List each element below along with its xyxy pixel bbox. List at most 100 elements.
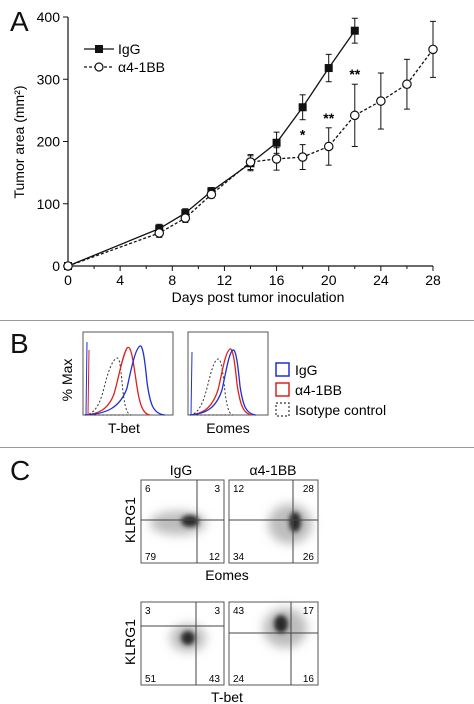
histogram-tbet-label: T-bet <box>108 420 140 436</box>
dotplot-a41bb-tbet: 43 17 24 16 <box>228 601 319 686</box>
quadrant-ur: 3 <box>214 606 220 617</box>
histogram-tbet-frame <box>82 331 174 416</box>
quadrant-ll: 51 <box>145 674 157 685</box>
data-point-circle <box>376 96 386 106</box>
data-point-square <box>181 209 190 218</box>
x-axis-label: Days post tumor inoculation <box>172 289 345 305</box>
y-tick-label: 400 <box>37 9 61 25</box>
x-tick-label: 20 <box>321 272 337 288</box>
histogram-ylabel: % Max <box>59 359 75 402</box>
y-axis-label: Tumor area (mm²) <box>11 85 27 198</box>
chart-annotations: ***** <box>300 66 361 142</box>
y-tick-label: 0 <box>52 258 60 274</box>
legend-swatch-isotype <box>275 402 290 417</box>
column-header-igg: IgG <box>170 462 193 478</box>
histogram-eomes-frame <box>187 331 269 416</box>
x-tick-label: 8 <box>168 272 176 288</box>
data-point-circle <box>180 213 191 223</box>
data-point-circle <box>349 110 360 121</box>
flow-cytometry-panel: IgG α4-1BB KLRG1 KLRG1 Eomes T-bet 6 3 7… <box>122 462 319 704</box>
chart-legend: IgG α4-1BB <box>84 41 165 75</box>
quadrant-ur: 28 <box>303 484 315 495</box>
panel-c-letter: C <box>10 455 31 486</box>
histogram-eomes: Eomes <box>187 331 269 436</box>
separator-a-b <box>0 320 474 321</box>
histogram-legend: IgG α4-1BB Isotype control <box>275 362 386 418</box>
y-tick-label: 300 <box>37 71 61 87</box>
quadrant-ul: 12 <box>233 484 245 495</box>
y-tick-label: 200 <box>37 134 61 150</box>
chart-xticks: 0 4 8 12 16 20 24 28 <box>64 266 441 288</box>
quadrant-lr: 43 <box>209 674 221 685</box>
isotype-curve-eomes <box>189 358 234 416</box>
x-tick-label: 0 <box>64 272 72 288</box>
significance-marker: ** <box>323 110 334 126</box>
igg-curve-tbet <box>84 345 166 416</box>
density-core <box>274 615 288 633</box>
quadrant-lr: 26 <box>303 552 315 563</box>
chart-series <box>63 17 438 271</box>
legend-text-igg: IgG <box>295 362 318 378</box>
x-tick-label: 16 <box>269 272 285 288</box>
data-point-circle <box>428 44 438 55</box>
quadrant-ur: 17 <box>303 606 315 617</box>
isotype-spike-tbet-red <box>87 349 90 416</box>
data-point-circle <box>245 157 256 167</box>
row2-ylabel: KLRG1 <box>122 619 138 665</box>
column-header-a41bb: α4-1BB <box>249 462 296 478</box>
y-tick-label: 100 <box>37 196 61 212</box>
x-tick-label: 12 <box>217 272 233 288</box>
legend-marker-igg <box>95 45 103 53</box>
quadrant-lr: 12 <box>209 552 221 563</box>
quadrant-ul: 6 <box>145 484 151 495</box>
histogram-eomes-label: Eomes <box>206 420 250 436</box>
data-point-circle <box>271 154 282 164</box>
density-core <box>181 631 195 645</box>
significance-marker: * <box>300 127 306 143</box>
x-tick-label: 24 <box>373 272 389 288</box>
data-point-square <box>298 103 307 112</box>
quadrant-ul: 43 <box>233 606 245 617</box>
a41bb-curve-tbet <box>84 346 151 416</box>
data-point-square <box>350 26 359 35</box>
density-core <box>289 512 301 532</box>
quadrant-ll: 34 <box>233 552 245 563</box>
data-point-circle <box>206 189 217 200</box>
x-tick-label: 4 <box>116 272 124 288</box>
row2-xlabel: T-bet <box>211 689 243 704</box>
quadrant-ll: 79 <box>145 552 157 563</box>
series-line-0 <box>67 30 356 267</box>
row1-xlabel: Eomes <box>205 567 249 583</box>
quadrant-ll: 24 <box>233 674 245 685</box>
legend-marker-a41bb <box>94 62 104 72</box>
data-point-circle <box>323 141 334 152</box>
data-point-square <box>272 138 281 147</box>
density-core <box>181 515 199 527</box>
significance-marker: ** <box>349 66 360 82</box>
data-point-circle <box>154 228 165 238</box>
legend-swatch-a41bb <box>275 382 290 397</box>
panel-a-letter: A <box>10 6 29 37</box>
a41bb-curve-eomes <box>189 348 253 416</box>
legend-text-isotype: Isotype control <box>295 402 386 418</box>
data-point-square <box>324 64 333 73</box>
quadrant-ur: 3 <box>214 484 220 495</box>
dotplot-igg-tbet: 3 3 51 43 <box>140 601 225 686</box>
quadrant-ul: 3 <box>145 606 151 617</box>
legend-label-a41bb: α4-1BB <box>118 59 165 75</box>
data-point-circle <box>297 152 308 162</box>
legend-label-igg: IgG <box>118 41 141 57</box>
igg-curve-eomes <box>189 349 257 416</box>
chart-yticks: 0 100 200 300 400 <box>37 9 68 274</box>
quadrant-lr: 16 <box>303 674 315 685</box>
legend-swatch-igg <box>275 362 290 377</box>
isotype-curve-tbet <box>84 357 132 416</box>
x-tick-label: 28 <box>425 272 441 288</box>
isotype-spike-eomes <box>190 351 193 416</box>
series-line-1 <box>67 48 434 267</box>
histogram-panel: % Max T-bet Eomes IgG α4-1BB Isotype con… <box>59 331 386 436</box>
data-point-circle <box>63 261 73 271</box>
panel-b-letter: B <box>10 328 29 359</box>
dotplot-a41bb-eomes: 12 28 34 26 <box>228 479 319 564</box>
